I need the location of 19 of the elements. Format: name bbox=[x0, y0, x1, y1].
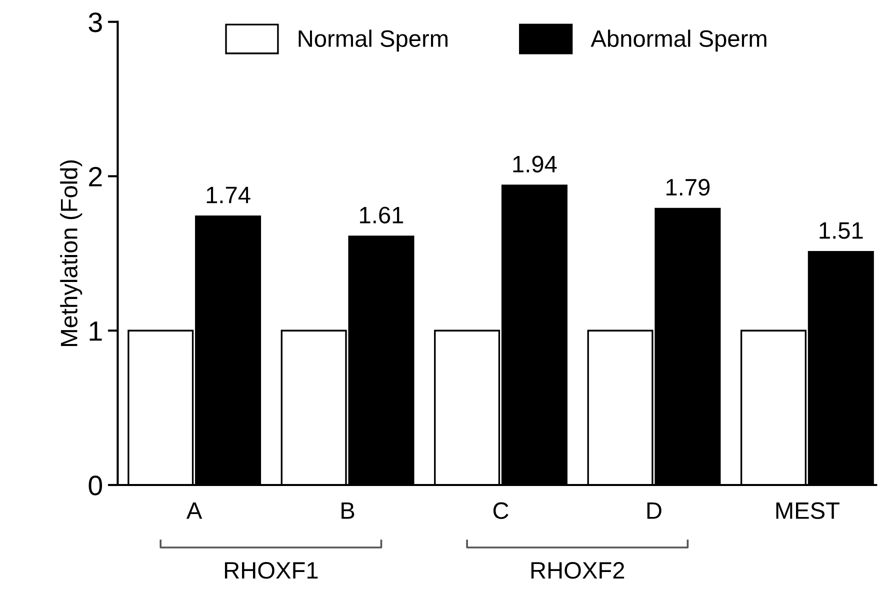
y-tick-label: 1 bbox=[90, 322, 102, 341]
x-tick-label: B bbox=[342, 502, 354, 519]
y-tick-label: 2 bbox=[89, 166, 102, 186]
legend-label: Abnormal Sperm bbox=[590, 30, 766, 52]
x-tick-label: D bbox=[647, 502, 662, 519]
data-label: 1.94 bbox=[513, 156, 557, 172]
text: RHOXF2 bbox=[531, 562, 624, 579]
data-label: 1.51 bbox=[820, 222, 863, 239]
x-tick-label: A bbox=[186, 502, 202, 519]
data-label: 1.61 bbox=[360, 206, 404, 224]
data-label: 1.79 bbox=[666, 178, 710, 196]
x-tick-label: MEST bbox=[776, 502, 840, 520]
legend-label: Normal Sperm bbox=[298, 30, 448, 52]
data-label: 1.74 bbox=[206, 186, 250, 204]
text: RHOXF1 bbox=[224, 562, 318, 579]
y-tick-label: 3 bbox=[88, 12, 102, 32]
x-tick-label: C bbox=[493, 502, 508, 520]
y-axis-title: Methylation (Fold) bbox=[60, 160, 82, 346]
y-tick-label: 0 bbox=[88, 476, 102, 496]
